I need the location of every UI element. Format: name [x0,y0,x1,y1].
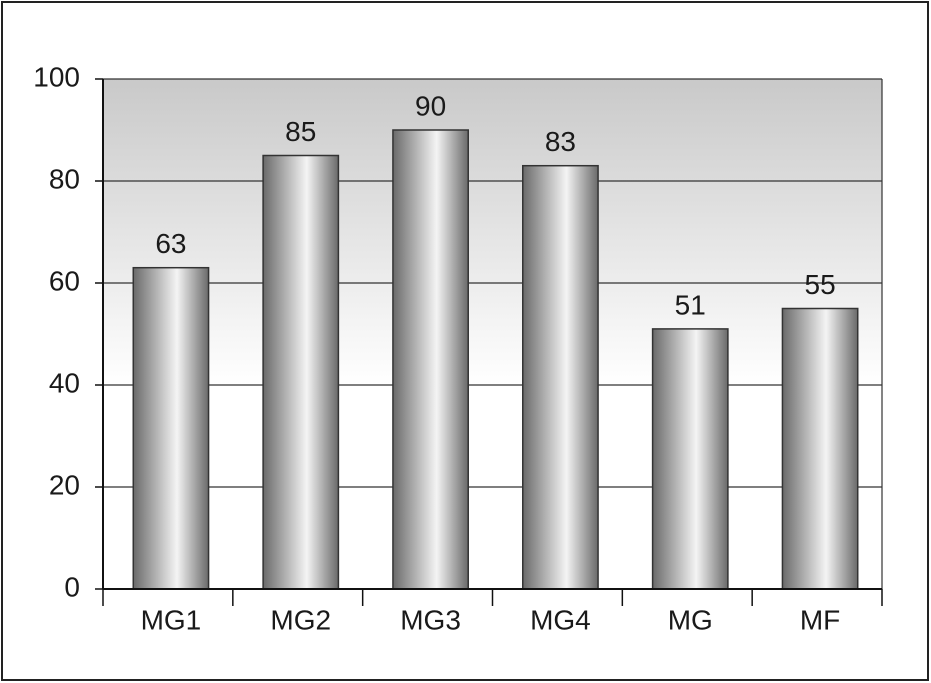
value-label: 63 [155,228,186,259]
bar [781,307,859,590]
value-label: 55 [805,269,836,300]
bar [651,328,729,590]
value-label: 51 [675,289,706,320]
x-tick-label: MF [800,604,840,635]
value-label: 85 [285,116,316,147]
y-tick-label: 60 [49,265,80,296]
bar [132,266,210,590]
value-label: 83 [545,126,576,157]
bar [392,129,469,590]
x-tick-label: MG2 [270,604,331,635]
bar [262,154,340,590]
y-tick-label: 80 [49,163,80,194]
x-tick-label: MG1 [141,604,202,635]
x-tick-label: MG3 [400,604,461,635]
value-label: 90 [415,90,446,121]
bar [522,164,599,590]
y-tick-label: 0 [64,571,80,602]
y-tick-label: 20 [49,469,80,500]
plot-background [103,79,882,589]
x-tick-label: MG4 [530,604,591,635]
y-tick-label: 40 [49,367,80,398]
y-tick-label: 100 [33,61,80,92]
x-tick-label: MG [668,604,713,635]
